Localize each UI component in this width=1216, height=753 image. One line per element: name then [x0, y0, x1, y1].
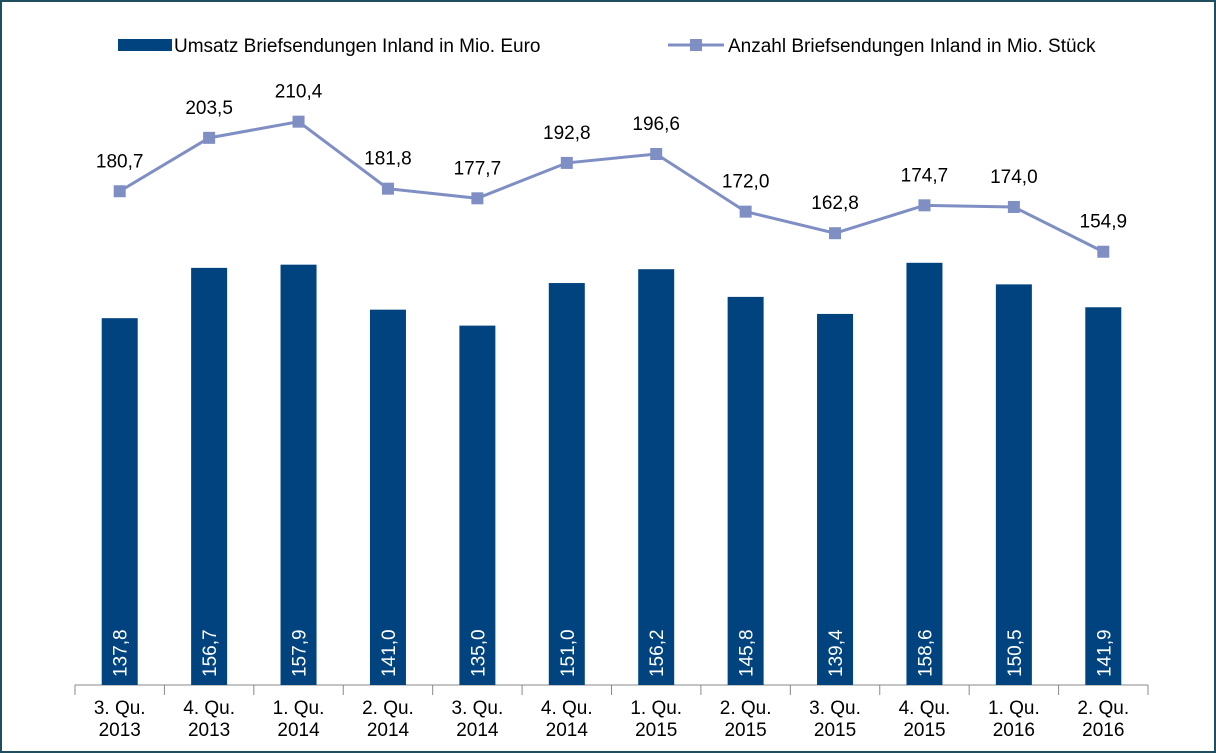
bar-value-label: 137,8	[111, 629, 132, 677]
bar-value-label: 139,4	[826, 629, 847, 677]
x-tick-label: 1. Qu. 2016	[988, 698, 1040, 741]
legend-label: Anzahl Briefsendungen Inland in Mio. Stü…	[728, 36, 1096, 57]
legend-swatch	[118, 39, 172, 51]
line-marker	[650, 148, 663, 161]
line-value-label: 172,0	[722, 172, 770, 193]
bar	[1085, 307, 1122, 685]
bar-value-label: 145,8	[737, 629, 758, 677]
x-tick-label-line: 2014	[456, 720, 499, 741]
line-marker	[113, 185, 126, 198]
x-tick-label-line: 2015	[814, 720, 856, 741]
bar	[638, 269, 675, 685]
bar	[369, 309, 406, 685]
x-tick-label-line: 4. Qu.	[183, 698, 235, 719]
x-tick-label: 2. Qu. 2014	[362, 698, 414, 741]
legend-marker	[690, 39, 702, 51]
x-tick-label-line: 2016	[1082, 720, 1124, 741]
x-tick-label-line: 2. Qu.	[1077, 698, 1129, 719]
line-marker	[1097, 245, 1110, 258]
bar	[995, 284, 1032, 685]
line-value-label: 174,7	[901, 165, 949, 186]
line-value-label: 174,0	[990, 167, 1038, 188]
line-marker	[292, 115, 305, 128]
line-value-label: 162,8	[811, 193, 859, 214]
x-tick-label: 3. Qu. 2015	[809, 698, 861, 741]
x-tick-label-line: 2013	[188, 720, 230, 741]
line-value-label: 180,7	[96, 151, 144, 172]
x-tick-label-line: 2016	[993, 720, 1035, 741]
bar	[727, 296, 764, 685]
x-tick-label-line: 3. Qu.	[452, 698, 504, 719]
bar-value-label: 141,9	[1094, 629, 1115, 677]
bar	[280, 264, 317, 685]
x-tick-label: 1. Qu. 2015	[630, 698, 682, 741]
x-tick-label: 4. Qu. 2013	[183, 698, 235, 741]
x-tick-label-line: 2014	[367, 720, 410, 741]
bar-value-label: 135,0	[468, 629, 489, 677]
x-tick-label-line: 2. Qu.	[362, 698, 414, 719]
bar	[191, 267, 228, 685]
x-tick-label-line: 1. Qu.	[988, 698, 1040, 719]
x-tick-label-line: 2. Qu.	[720, 698, 772, 719]
line	[118, 120, 1104, 254]
line-value-label: 203,5	[185, 98, 233, 119]
bar	[548, 283, 585, 685]
line-marker	[918, 199, 931, 212]
x-tick-label: 2. Qu. 2015	[720, 698, 772, 741]
line-value-label: 154,9	[1080, 212, 1128, 233]
x-tick-label-line: 4. Qu.	[541, 698, 593, 719]
line-value-label: 181,8	[364, 149, 412, 170]
bar-value-label: 158,6	[915, 629, 936, 677]
line-marker	[739, 205, 752, 218]
x-tick-label: 2. Qu. 2016	[1077, 698, 1129, 741]
x-tick-label-line: 4. Qu.	[899, 698, 951, 719]
line-value-label: 177,7	[454, 158, 502, 179]
line-value-label: 196,6	[632, 114, 680, 135]
line-marker	[203, 131, 216, 144]
bar	[906, 262, 943, 685]
x-tick-label: 4. Qu. 2015	[899, 698, 951, 741]
line-value-label: 192,8	[543, 123, 591, 144]
line-marker	[471, 192, 484, 205]
bar-value-label: 141,0	[379, 629, 400, 677]
bar-value-label: 151,0	[558, 629, 579, 677]
x-tick-label: 3. Qu. 2013	[94, 698, 146, 741]
x-tick-label: 1. Qu. 2014	[273, 698, 325, 741]
x-tick-label: 4. Qu. 2014	[541, 698, 593, 741]
x-tick-label-line: 3. Qu.	[94, 698, 146, 719]
bar	[101, 318, 138, 685]
x-tick-label-line: 1. Qu.	[273, 698, 325, 719]
x-tick-label-line: 3. Qu.	[809, 698, 861, 719]
bar-value-label: 157,9	[290, 629, 311, 677]
bar	[817, 313, 854, 685]
line-marker	[381, 182, 394, 195]
x-tick-label: 3. Qu. 2014	[452, 698, 504, 741]
bar	[459, 325, 496, 685]
line-value-label: 210,4	[275, 82, 323, 103]
x-tick-label-line: 2015	[724, 720, 766, 741]
x-tick-label-line: 1. Qu.	[630, 698, 682, 719]
line-marker	[829, 227, 842, 240]
x-tick-label-line: 2014	[277, 720, 320, 741]
x-tick-label-line: 2015	[903, 720, 945, 741]
x-tick-label-line: 2015	[635, 720, 677, 741]
x-tick-label-line: 2013	[99, 720, 141, 741]
bar-value-label: 156,7	[200, 629, 221, 677]
bar-value-label: 156,2	[647, 629, 668, 677]
x-tick-label-line: 2014	[546, 720, 589, 741]
bar-value-label: 150,5	[1005, 629, 1026, 677]
line-marker	[1007, 200, 1020, 213]
legend-label: Umsatz Briefsendungen Inland in Mio. Eur…	[174, 36, 540, 57]
line-marker	[560, 156, 573, 169]
